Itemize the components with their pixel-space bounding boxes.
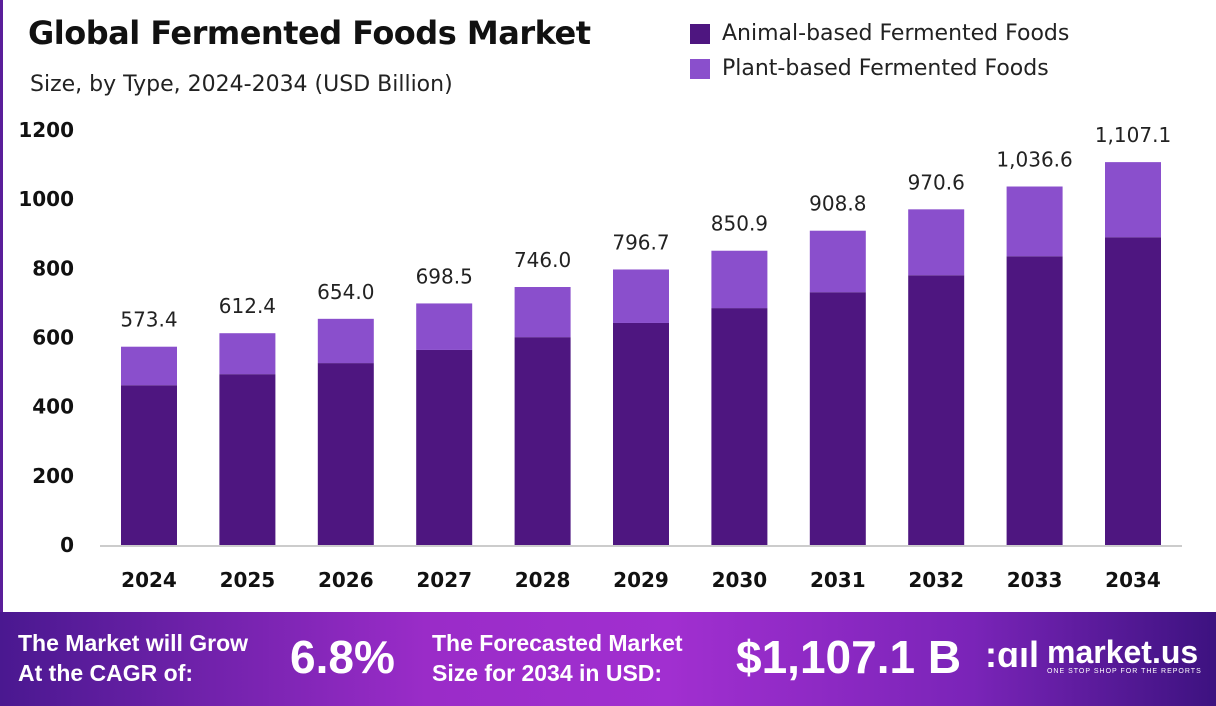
x-tick-label: 2034 bbox=[1105, 568, 1161, 592]
bar-animal bbox=[809, 292, 866, 545]
bar-plant bbox=[711, 250, 768, 309]
cagr-value: 6.8% bbox=[290, 631, 395, 683]
bar-animal bbox=[317, 363, 374, 545]
chart-subtitle: Size, by Type, 2024-2034 (USD Billion) bbox=[30, 72, 453, 97]
legend: Animal-based Fermented Foods Plant-based… bbox=[690, 16, 1069, 86]
bar-animal bbox=[219, 374, 276, 545]
forecast-label: The Forecasted Market Size for 2034 in US… bbox=[432, 630, 683, 686]
legend-label: Animal-based Fermented Foods bbox=[722, 21, 1070, 46]
y-tick-label: 400 bbox=[32, 395, 74, 419]
y-tick-label: 800 bbox=[32, 256, 74, 280]
bar-plant bbox=[317, 318, 374, 364]
bar-animal bbox=[1006, 256, 1063, 545]
data-label: 698.5 bbox=[416, 264, 473, 288]
y-tick-label: 0 bbox=[60, 533, 74, 557]
bar-animal bbox=[514, 337, 571, 545]
x-tick-label: 2033 bbox=[1007, 568, 1063, 592]
legend-item-plant: Plant-based Fermented Foods bbox=[690, 51, 1069, 86]
bar-plant bbox=[121, 346, 177, 386]
bar-plant bbox=[1105, 162, 1161, 238]
data-label: 573.4 bbox=[120, 308, 177, 332]
cagr-label: The Market will Grow At the CAGR of: bbox=[18, 630, 249, 686]
logo-icon: :ɑıl bbox=[985, 634, 1039, 675]
data-label: 746.0 bbox=[514, 248, 571, 272]
bar-plant bbox=[514, 287, 571, 338]
data-label: 908.8 bbox=[809, 192, 866, 216]
y-tick-label: 200 bbox=[32, 464, 74, 488]
x-tick-label: 2028 bbox=[515, 568, 571, 592]
brand-logo: :ɑıl market.us ONE STOP SHOP FOR THE REPO… bbox=[985, 633, 1202, 675]
bar-animal bbox=[613, 322, 669, 545]
y-tick-label: 1200 bbox=[18, 118, 74, 142]
chart-title: Global Fermented Foods Market bbox=[28, 14, 591, 52]
legend-swatch bbox=[690, 58, 710, 79]
data-label: 970.6 bbox=[908, 170, 965, 194]
x-tick-label: 2027 bbox=[416, 568, 472, 592]
data-label: 1,036.6 bbox=[996, 148, 1072, 172]
bar-plant bbox=[416, 303, 473, 350]
data-label: 850.9 bbox=[711, 212, 768, 236]
bar-animal bbox=[711, 308, 768, 545]
bar-plant bbox=[908, 209, 965, 276]
chart-frame bbox=[0, 0, 3, 612]
x-tick-label: 2032 bbox=[908, 568, 964, 592]
bar-plant bbox=[613, 269, 669, 323]
y-tick-label: 1000 bbox=[18, 187, 74, 211]
x-tick-label: 2024 bbox=[121, 568, 177, 592]
x-tick-label: 2026 bbox=[318, 568, 374, 592]
bar-plant bbox=[809, 230, 866, 293]
bar-animal bbox=[121, 385, 177, 545]
x-tick-label: 2031 bbox=[810, 568, 866, 592]
bar-animal bbox=[416, 349, 473, 545]
x-tick-label: 2030 bbox=[712, 568, 768, 592]
data-label: 654.0 bbox=[317, 280, 374, 304]
bar-animal bbox=[1105, 237, 1161, 546]
y-tick-label: 600 bbox=[32, 326, 74, 350]
data-label: 612.4 bbox=[219, 294, 276, 318]
bar-animal bbox=[908, 275, 965, 545]
bar-chart: 0 200 400 600 800 1000 1200 573.4 2024 612.4 2025 6… bbox=[18, 118, 1182, 592]
legend-item-animal: Animal-based Fermented Foods bbox=[690, 16, 1069, 51]
bar-plant bbox=[219, 333, 276, 375]
data-label: 796.7 bbox=[612, 230, 669, 254]
footer-banner: The Market will Grow At the CAGR of: 6.8%… bbox=[0, 612, 1216, 706]
legend-label: Plant-based Fermented Foods bbox=[722, 56, 1049, 81]
x-tick-label: 2025 bbox=[220, 568, 276, 592]
bar-plant bbox=[1006, 186, 1063, 257]
data-label: 1,107.1 bbox=[1095, 123, 1171, 147]
forecast-value: $1,107.1 B bbox=[736, 631, 962, 683]
x-tick-label: 2029 bbox=[613, 568, 669, 592]
legend-swatch bbox=[690, 23, 710, 44]
